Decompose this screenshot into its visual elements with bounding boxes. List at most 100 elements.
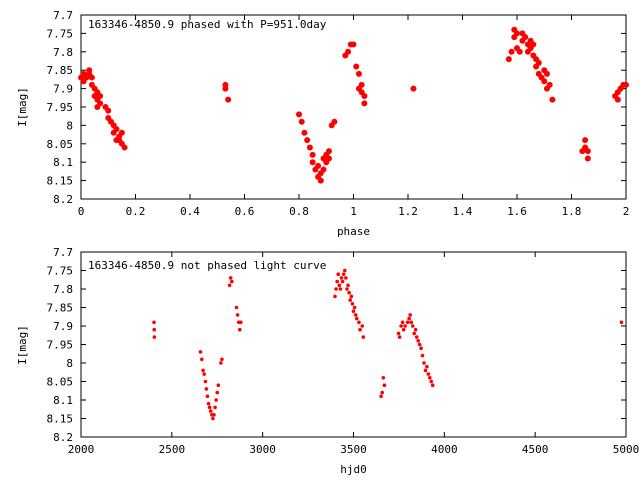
data-point	[379, 394, 383, 399]
data-point	[351, 309, 356, 314]
data-point	[401, 327, 406, 332]
data-points	[78, 26, 629, 184]
data-points	[152, 268, 624, 421]
x-tick-label: 0.4	[180, 205, 200, 218]
data-point	[211, 416, 215, 421]
data-point	[118, 129, 125, 136]
data-point	[105, 107, 112, 114]
data-point	[381, 376, 386, 380]
data-point	[198, 350, 203, 354]
data-point	[353, 313, 358, 317]
data-point	[400, 320, 405, 325]
data-point	[336, 272, 341, 277]
x-tick-label: 1.2	[398, 205, 418, 218]
data-point	[206, 401, 211, 406]
data-point	[426, 372, 431, 376]
data-point	[355, 70, 362, 77]
data-point	[361, 335, 366, 339]
data-point	[349, 294, 354, 299]
data-point	[508, 48, 515, 55]
data-point	[584, 155, 591, 162]
data-point	[409, 320, 414, 325]
data-point	[219, 361, 223, 365]
data-point	[417, 342, 422, 347]
y-tick-label: 8.05	[47, 138, 74, 151]
data-point	[237, 327, 242, 332]
data-point	[201, 368, 205, 373]
data-point	[304, 137, 311, 144]
data-point	[623, 81, 629, 88]
data-point	[220, 357, 224, 362]
data-point	[582, 137, 589, 144]
data-point	[200, 357, 204, 362]
x-tick-label: 1.6	[507, 205, 527, 218]
data-point	[203, 379, 208, 384]
data-point	[408, 313, 412, 317]
x-tick-label: 1.8	[562, 205, 582, 218]
data-point	[361, 92, 368, 99]
data-point	[234, 305, 239, 310]
data-point	[345, 48, 352, 55]
x-tick-label: 4000	[431, 443, 458, 456]
data-point	[350, 302, 355, 306]
data-point	[420, 353, 425, 358]
chart-title: 163346-4850.9 phased with P=951.0day	[88, 18, 327, 31]
data-point	[337, 283, 342, 288]
data-point	[430, 383, 435, 388]
data-point	[344, 276, 348, 280]
data-point	[325, 155, 332, 162]
y-tick-label: 7.95	[47, 101, 74, 114]
data-point	[341, 272, 346, 277]
data-point	[549, 96, 556, 103]
data-point	[350, 41, 357, 48]
data-point	[361, 100, 368, 107]
data-point	[347, 290, 351, 295]
data-point	[152, 327, 157, 332]
plot-frame	[80, 251, 627, 438]
data-point	[296, 111, 302, 118]
data-point	[346, 283, 350, 288]
data-point	[334, 287, 338, 291]
data-point	[301, 129, 308, 136]
data-point	[429, 379, 434, 384]
y-tick-label: 7.8	[53, 283, 73, 296]
data-point	[152, 320, 156, 325]
data-point	[382, 383, 387, 388]
x-tick-label: 2	[623, 205, 630, 218]
y-tick-label: 8.05	[47, 376, 74, 389]
data-point	[530, 41, 537, 48]
data-point	[543, 70, 550, 77]
data-point	[208, 409, 213, 413]
data-point	[315, 162, 322, 169]
y-tick-label: 8.1	[53, 394, 73, 407]
data-point	[413, 327, 418, 332]
x-tick-label: 1	[350, 205, 357, 218]
data-point	[396, 331, 401, 336]
x-tick-label: 0	[78, 205, 85, 218]
data-point	[619, 320, 624, 325]
y-tick-label: 8.1	[53, 156, 73, 169]
y-tick-label: 7.85	[47, 302, 74, 315]
x-tick-label: 5000	[613, 443, 640, 456]
data-point	[405, 320, 410, 325]
chart-title: 163346-4850.9 not phased light curve	[88, 259, 326, 272]
data-point	[340, 279, 345, 284]
chart-panel-2: 2000 2500 3000 3500 4000 4500 5000 7.7 7.75 7.8 7.…	[16, 246, 639, 476]
data-point	[428, 376, 432, 380]
data-point	[309, 151, 316, 158]
data-point	[403, 324, 407, 328]
data-point	[227, 283, 232, 288]
data-point	[94, 104, 101, 110]
y-tick-label: 7.95	[47, 339, 74, 352]
data-point	[410, 324, 415, 328]
y-tick-label: 8.15	[47, 175, 74, 188]
data-point	[516, 48, 523, 55]
data-point	[419, 346, 423, 351]
y-axis-label: I[mag]	[16, 325, 29, 365]
data-point	[86, 67, 93, 74]
data-point	[352, 305, 357, 310]
data-point	[229, 279, 234, 284]
data-point	[407, 316, 411, 321]
data-point	[212, 413, 216, 417]
